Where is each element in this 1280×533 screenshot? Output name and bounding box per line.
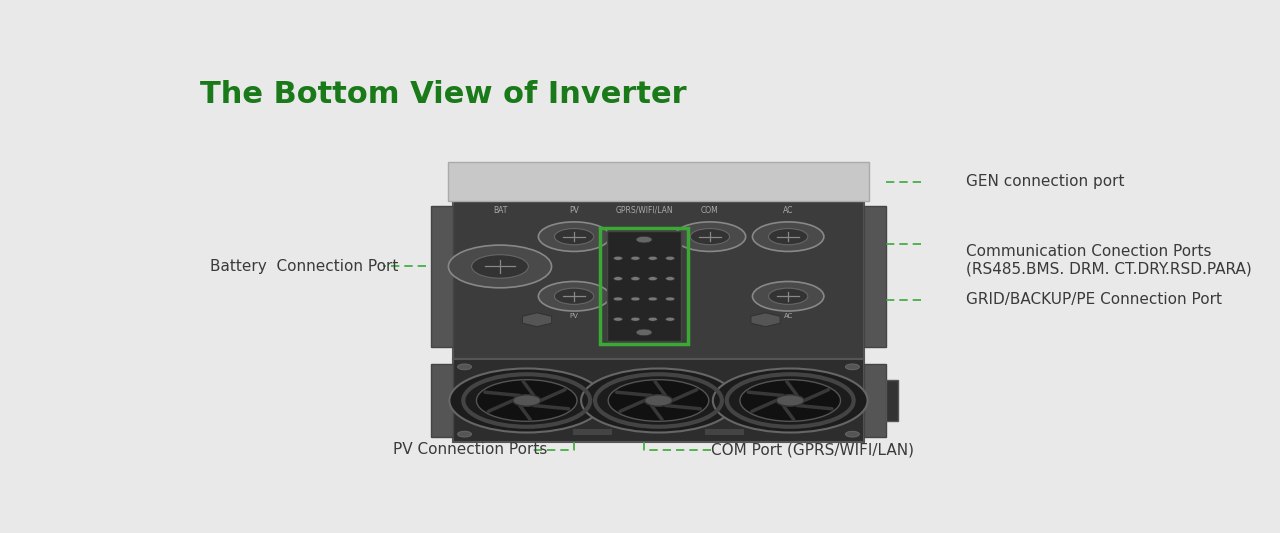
Circle shape	[613, 277, 622, 280]
Circle shape	[457, 364, 471, 370]
Ellipse shape	[753, 281, 824, 311]
Text: AC: AC	[783, 313, 792, 319]
Ellipse shape	[776, 395, 804, 406]
Ellipse shape	[476, 379, 577, 421]
Ellipse shape	[690, 229, 730, 245]
Ellipse shape	[768, 229, 808, 245]
Ellipse shape	[513, 395, 540, 406]
Ellipse shape	[645, 395, 672, 406]
Text: COM: COM	[701, 206, 719, 215]
Ellipse shape	[581, 368, 736, 432]
Text: GRID/BACKUP/PE Connection Port: GRID/BACKUP/PE Connection Port	[965, 293, 1221, 308]
Circle shape	[613, 256, 622, 260]
Text: The Bottom View of Inverter: The Bottom View of Inverter	[200, 80, 686, 109]
Circle shape	[648, 297, 657, 301]
Ellipse shape	[554, 229, 594, 245]
Bar	[864, 364, 886, 438]
Circle shape	[613, 297, 622, 301]
Circle shape	[648, 256, 657, 260]
Bar	[431, 206, 453, 347]
Ellipse shape	[448, 245, 552, 288]
Circle shape	[636, 329, 652, 336]
Bar	[431, 364, 453, 438]
Circle shape	[846, 364, 859, 370]
Circle shape	[666, 297, 675, 301]
Circle shape	[666, 317, 675, 321]
Text: Battery  Connection Port: Battery Connection Port	[210, 259, 398, 274]
Circle shape	[631, 277, 640, 280]
Text: PV: PV	[570, 206, 579, 215]
Ellipse shape	[675, 222, 746, 252]
Bar	[448, 163, 869, 201]
Text: COM Port (GPRS/WIFI/LAN): COM Port (GPRS/WIFI/LAN)	[710, 442, 914, 457]
Text: PV: PV	[570, 313, 579, 319]
Text: GPRS/WIFI/LAN: GPRS/WIFI/LAN	[616, 206, 673, 215]
Circle shape	[636, 236, 652, 243]
Text: GEN connection port: GEN connection port	[965, 174, 1124, 189]
Ellipse shape	[554, 288, 594, 304]
Ellipse shape	[539, 222, 609, 252]
Text: AC: AC	[783, 206, 794, 215]
Ellipse shape	[449, 368, 604, 432]
Ellipse shape	[753, 222, 824, 252]
Bar	[886, 380, 899, 421]
Ellipse shape	[740, 379, 841, 421]
Circle shape	[648, 277, 657, 280]
Ellipse shape	[471, 255, 529, 278]
Ellipse shape	[713, 368, 868, 432]
Bar	[600, 228, 689, 344]
Bar	[864, 206, 886, 347]
Circle shape	[648, 317, 657, 321]
Ellipse shape	[608, 379, 709, 421]
Circle shape	[631, 256, 640, 260]
Bar	[607, 231, 681, 342]
Text: PV Connection Ports: PV Connection Ports	[393, 442, 548, 457]
Bar	[453, 197, 864, 359]
Circle shape	[613, 317, 622, 321]
Text: BAT: BAT	[493, 206, 507, 215]
Polygon shape	[751, 313, 780, 327]
Ellipse shape	[768, 288, 808, 304]
Circle shape	[846, 431, 859, 437]
Text: Communication Conection Ports
(RS485.BMS. DRM. CT.DRY.RSD.PARA): Communication Conection Ports (RS485.BMS…	[965, 244, 1252, 276]
Circle shape	[631, 317, 640, 321]
Circle shape	[666, 277, 675, 280]
Bar	[453, 359, 864, 441]
Circle shape	[631, 297, 640, 301]
Circle shape	[457, 431, 471, 437]
Bar	[572, 429, 612, 434]
Circle shape	[666, 256, 675, 260]
Ellipse shape	[539, 281, 609, 311]
Bar	[704, 429, 744, 434]
Polygon shape	[522, 313, 552, 327]
